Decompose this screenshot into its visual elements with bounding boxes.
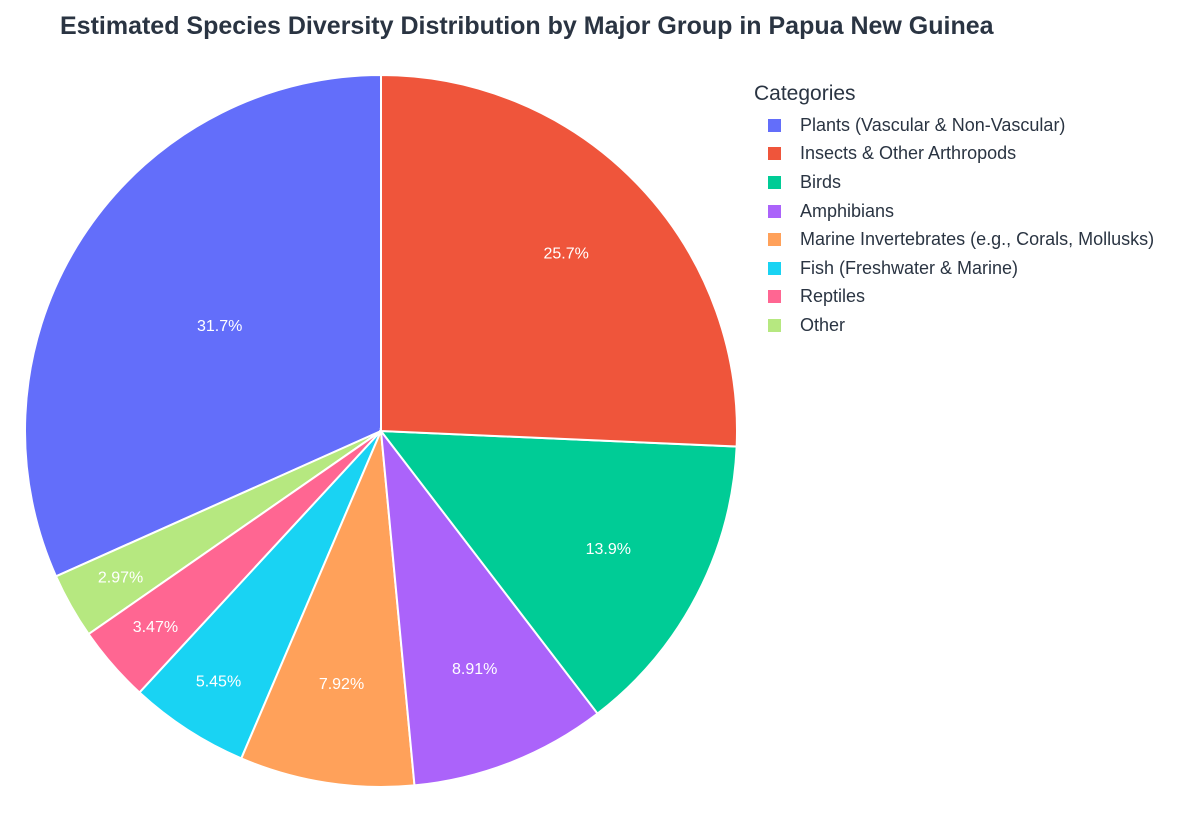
legend-label: Other <box>800 314 846 335</box>
legend-label: Plants (Vascular & Non-Vascular) <box>800 114 1066 135</box>
slice-label-amphibians: 8.91% <box>452 661 497 678</box>
legend-item-amphibians[interactable]: Amphibians <box>754 197 1154 226</box>
legend-label: Birds <box>800 171 842 192</box>
chart-title: Estimated Species Diversity Distribution… <box>60 12 994 40</box>
pie-slice-insects-other-arthropods <box>380 73 738 448</box>
legend-swatch <box>768 261 781 275</box>
legend-items: Plants (Vascular & Non-Vascular) Insects … <box>754 111 1154 340</box>
pie-chart: 31.7% 2.97% 3.47% 5.45% 7.92% 8.91% 13.9% 25.7% <box>24 73 738 788</box>
slice-label-fish-freshwater-marine: 5.45% <box>196 674 241 691</box>
slice-label-birds: 13.9% <box>586 541 631 558</box>
slice-label-insects-other-arthropods: 25.7% <box>544 245 589 262</box>
legend-title: Categories <box>754 82 856 105</box>
legend-label: Reptiles <box>800 286 866 307</box>
legend-item-marine-invertebrates-e-g-corals-mollusks[interactable]: Marine Invertebrates (e.g., Corals, Moll… <box>754 225 1154 254</box>
legend-item-insects-other-arthropods[interactable]: Insects & Other Arthropods <box>754 140 1154 169</box>
legend-swatch <box>768 118 781 132</box>
legend-item-fish-freshwater-marine[interactable]: Fish (Freshwater & Marine) <box>754 254 1154 283</box>
slice-label-marine-invertebrates-e-g-corals-mollusks: 7.92% <box>319 676 364 693</box>
slice-label-other: 2.97% <box>98 570 143 587</box>
slice-label-plants-vascular-non-vascular: 31.7% <box>197 318 242 335</box>
pie-slice-marine-invertebrates-e-g-corals-mollusks <box>239 430 416 788</box>
legend: Categories Plants (Vascular & Non-Vascul… <box>754 82 1154 340</box>
legend-item-other[interactable]: Other <box>754 311 1154 340</box>
legend-swatch <box>768 147 781 161</box>
legend-label: Marine Invertebrates (e.g., Corals, Moll… <box>800 229 1155 250</box>
legend-swatch <box>768 290 781 304</box>
legend-item-birds[interactable]: Birds <box>754 168 1154 197</box>
legend-swatch <box>768 175 781 189</box>
legend-item-plants-vascular-non-vascular[interactable]: Plants (Vascular & Non-Vascular) <box>754 111 1154 140</box>
legend-label: Fish (Freshwater & Marine) <box>800 257 1019 278</box>
legend-label: Insects & Other Arthropods <box>800 143 1017 164</box>
pie-slice-plants-vascular-non-vascular <box>24 73 382 578</box>
legend-swatch <box>768 204 781 218</box>
legend-label: Amphibians <box>800 200 895 221</box>
slice-label-reptiles: 3.47% <box>133 619 178 636</box>
pie-slice-amphibians <box>379 427 599 787</box>
legend-swatch <box>768 318 781 332</box>
pie-slice-birds <box>378 429 738 715</box>
legend-item-reptiles[interactable]: Reptiles <box>754 283 1154 312</box>
legend-swatch <box>768 233 781 247</box>
